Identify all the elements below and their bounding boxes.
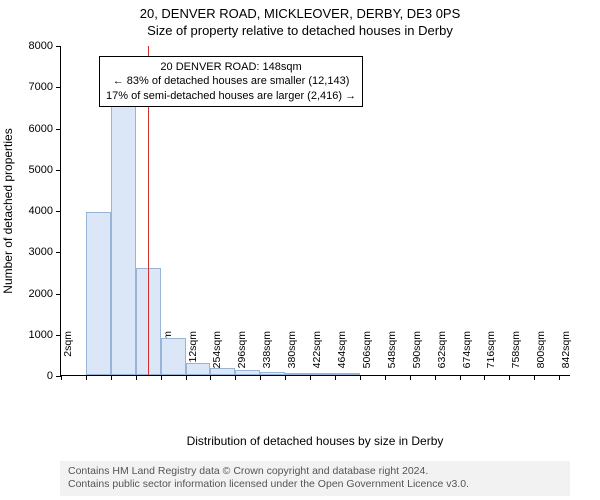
histogram-bar [285, 373, 310, 375]
x-tick-label: 548sqm [386, 331, 398, 381]
footer-line1: Contains HM Land Registry data © Crown c… [68, 465, 562, 479]
histogram-bar [335, 373, 360, 375]
histogram-bar [86, 212, 111, 375]
plot-area: 0100020003000400050006000700080002sqm44s… [60, 46, 570, 376]
y-tick: 3000 [29, 246, 61, 258]
x-tick-label: 506sqm [361, 331, 373, 381]
x-axis-label: Distribution of detached houses by size … [187, 434, 444, 448]
x-tick-label: 590sqm [411, 331, 423, 381]
y-axis-label: Number of detached properties [1, 128, 15, 293]
y-tick: 1000 [29, 329, 61, 341]
x-tick-label: 632sqm [436, 331, 448, 381]
chart-title-line1: 20, DENVER ROAD, MICKLEOVER, DERBY, DE3 … [0, 0, 600, 21]
histogram-bar [310, 373, 335, 375]
histogram-bar [161, 338, 186, 375]
histogram-bar [186, 363, 211, 375]
histogram-bar [260, 372, 285, 375]
annotation-line: ← 83% of detached houses are smaller (12… [106, 74, 356, 88]
histogram-bar [111, 95, 136, 376]
x-tick-label: 674sqm [461, 331, 473, 381]
histogram-bar [210, 368, 235, 375]
footer-attribution: Contains HM Land Registry data © Crown c… [60, 461, 570, 496]
x-tick-label: 2sqm [62, 331, 74, 381]
y-tick: 6000 [29, 123, 61, 135]
y-tick: 2000 [29, 288, 61, 300]
y-tick: 5000 [29, 164, 61, 176]
x-tick-label: 758sqm [510, 331, 522, 381]
annotation-line: 17% of semi-detached houses are larger (… [106, 89, 356, 103]
chart-container: 20, DENVER ROAD, MICKLEOVER, DERBY, DE3 … [0, 0, 600, 500]
annotation-box: 20 DENVER ROAD: 148sqm← 83% of detached … [99, 56, 363, 107]
y-tick: 8000 [29, 40, 61, 52]
x-tick-label: 842sqm [560, 331, 572, 381]
x-tick-label: 716sqm [485, 331, 497, 381]
annotation-line: 20 DENVER ROAD: 148sqm [106, 60, 356, 74]
x-tick-label: 800sqm [535, 331, 547, 381]
histogram-bar [235, 370, 260, 375]
y-tick: 4000 [29, 205, 61, 217]
y-tick: 7000 [29, 81, 61, 93]
footer-line2: Contains public sector information licen… [68, 478, 562, 492]
y-tick: 0 [47, 370, 61, 382]
chart-title-line2: Size of property relative to detached ho… [0, 21, 600, 40]
